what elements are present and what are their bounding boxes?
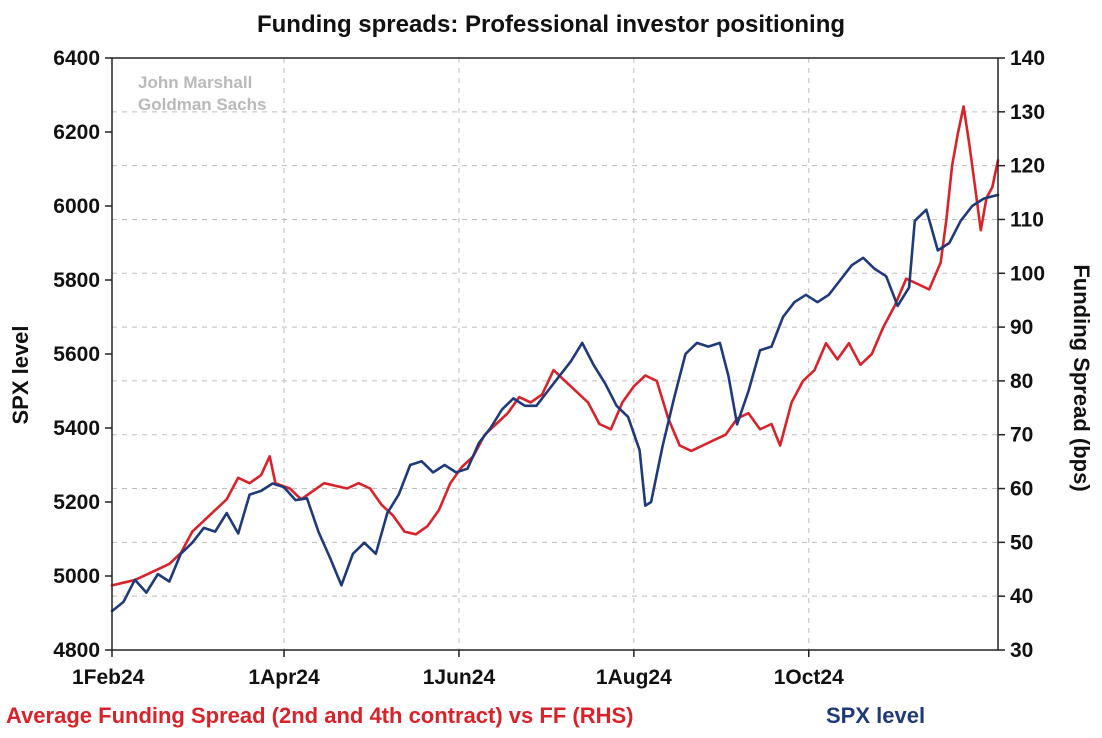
- x-tick-label: 1Aug24: [596, 666, 672, 689]
- right-y-tick-label: 140: [1010, 47, 1045, 70]
- x-tick-label: 1Jun24: [423, 666, 496, 689]
- right-y-tick-label: 70: [1010, 424, 1033, 447]
- left-y-tick-label: 6200: [53, 121, 100, 144]
- left-y-tick-label: 5600: [53, 343, 100, 366]
- left-y-tick-label: 6400: [53, 47, 100, 70]
- gridlines: [111, 57, 998, 651]
- right-y-tick-label: 80: [1010, 370, 1033, 393]
- left-y-tick-label: 6000: [53, 195, 100, 218]
- watermark-line-1: John Marshall: [138, 73, 252, 92]
- right-y-tick-label: 90: [1010, 316, 1033, 339]
- chart-title: Funding spreads: Professional investor p…: [257, 11, 845, 38]
- left-y-tick-labels: 4800 5000 5200 5400 5600 5800 6000 6200 6400: [53, 47, 112, 662]
- right-y-tick-label: 50: [1010, 531, 1033, 554]
- right-y-tick-label: 60: [1010, 478, 1033, 501]
- left-y-tick-label: 5800: [53, 269, 100, 292]
- x-tick-label: 1Feb24: [72, 666, 145, 689]
- left-y-tick-label: 5000: [53, 565, 100, 588]
- spx-level-line: [110, 193, 1000, 613]
- x-tick-label: 1Apr24: [248, 666, 320, 689]
- right-y-tick-label: 30: [1010, 639, 1033, 662]
- left-y-tick-label: 4800: [53, 639, 100, 662]
- left-y-tick-label: 5400: [53, 417, 100, 440]
- legend-spx-level: SPX level: [826, 703, 925, 728]
- plot-frame: [111, 57, 999, 651]
- right-y-tick-label: 120: [1010, 155, 1045, 178]
- legend-funding-spread: Average Funding Spread (2nd and 4th cont…: [6, 703, 633, 728]
- right-y-tick-labels: 30 40 50 60 70 80 90 100 110 120 130 140: [998, 47, 1045, 662]
- right-y-axis-label: Funding Spread (bps): [1069, 264, 1094, 491]
- left-y-tick-label: 5200: [53, 491, 100, 514]
- right-y-tick-label: 100: [1010, 262, 1045, 285]
- left-y-axis-label: SPX level: [8, 325, 33, 424]
- right-y-tick-label: 130: [1010, 101, 1045, 124]
- watermark-line-2: Goldman Sachs: [138, 95, 266, 114]
- x-tick-labels: 1Feb24 1Apr24 1Jun24 1Aug24 1Oct24: [72, 650, 844, 689]
- series-lines: [110, 105, 1000, 613]
- right-y-tick-label: 40: [1010, 585, 1033, 608]
- x-tick-label: 1Oct24: [774, 666, 844, 689]
- right-y-tick-label: 110: [1010, 208, 1044, 231]
